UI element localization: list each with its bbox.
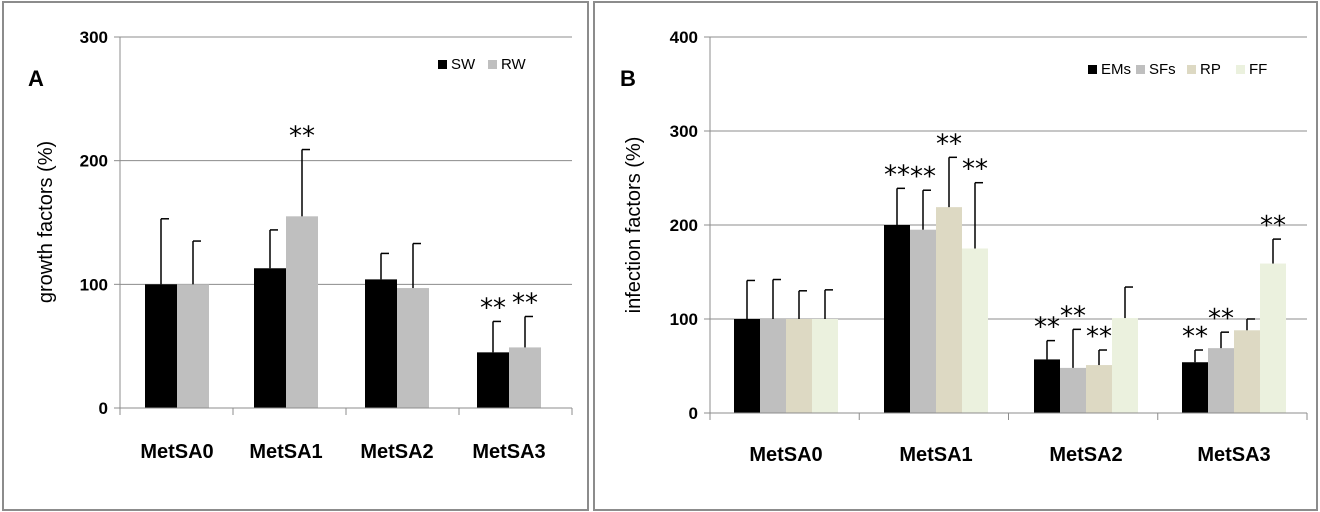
panel-b-legend-swatch-ems [1088,65,1097,74]
panel-b-bar-ff [1260,263,1286,413]
panel-a-category-label: MetSA0 [140,441,213,463]
panel-a-legend-swatch-rw [488,60,497,69]
panel-b-bar-rp [936,207,962,413]
panel-b-legend: EMs SFs RP FF [1088,61,1267,78]
panel-b-y-axis-label: infection factors (%) [623,137,645,314]
panel-a-bar-rw [286,216,318,408]
panel-a-y-tick-label: 100 [80,275,108,294]
panel-b-legend-swatch-rp [1187,65,1196,74]
panel-b-y-tick-label: 0 [689,404,698,423]
panel-a-y-tick-label: 200 [80,152,108,171]
panel-a-chart: A growth factors (%) ****** 0100200300Me… [28,28,573,463]
panel-a-y-tick-label: 300 [80,28,108,47]
panel-b-y-tick-label: 200 [670,216,698,235]
panel-b-bar-rp [1234,330,1260,413]
panel-b-significance-marker: ** [1034,313,1060,343]
panel-a-legend-label-sw: SW [451,56,476,73]
panel-a-category-label: MetSA2 [360,441,433,463]
panel-b-category-label: MetSA2 [1049,444,1122,466]
panel-b-bar-ems [884,225,910,413]
panel-b-chart: B infection factors (%) **** ****** ******… [620,28,1308,466]
panel-b-bar-rp [1086,365,1112,413]
panel-b-bar-rp [786,319,812,413]
panel-b-category-label: MetSA0 [749,444,822,466]
panel-b-y-tick-label: 100 [670,310,698,329]
panel-b-category-label: MetSA1 [899,444,972,466]
panel-b-bar-ems [1034,359,1060,413]
panel-b-significance-marker: ** [1208,304,1234,334]
panel-a-legend: SW RW [438,56,527,73]
panel-b-bar-ff [1112,318,1138,413]
panel-b-bar-sfs [760,319,786,413]
panel-a-significance-marker: ** [289,122,315,152]
panel-b-bar-ff [812,319,838,413]
panel-b-legend-swatch-ff [1236,65,1245,74]
panel-b-legend-label-sfs: SFs [1149,61,1176,78]
panel-a-bar-rw [397,288,429,408]
panel-b-significance-marker: ** [910,162,936,192]
panel-b-bar-sfs [1208,348,1234,413]
panel-a-bar-rw [509,347,541,408]
panel-b-significance-marker: ** [962,155,988,185]
panel-a-bar-sw [365,279,397,408]
panel-b-bar-ems [1182,362,1208,413]
panel-b-legend-label-ems: EMs [1101,61,1131,78]
panel-b-border [593,1,1318,511]
panel-a-bar-sw [254,268,286,408]
panel-b-legend-label-rp: RP [1200,61,1221,78]
panel-b-significance-marker: ** [1086,322,1112,352]
panel-b-category-label: MetSA3 [1197,444,1270,466]
panel-a-significance-marker: ** [480,293,506,323]
panel-b-y-tick-label: 300 [670,122,698,141]
panel-a-category-label: MetSA1 [249,441,322,463]
panel-b-significance-marker: ** [1182,322,1208,352]
panel-b-bar-ems [734,319,760,413]
panel-b-label: B [620,66,636,91]
panel-b-significance-marker: ** [1260,211,1286,241]
panel-b-bar-sfs [910,229,936,413]
panel-a-label: A [28,66,44,91]
panel-a-legend-label-rw: RW [501,56,527,73]
panel-a-category-label: MetSA3 [472,441,545,463]
panel-a-y-tick-label: 0 [99,399,108,418]
panel-b-y-tick-label: 400 [670,28,698,47]
panel-b-legend-swatch-sfs [1136,65,1145,74]
panel-a-bar-sw [477,352,509,408]
panel-a-bar-rw [177,284,209,408]
panel-a-border [2,1,589,511]
panel-b-significance-marker: ** [884,160,910,190]
panel-b-bar-ff [962,248,988,413]
panel-a-legend-swatch-sw [438,60,447,69]
panel-b-bar-sfs [1060,367,1086,413]
panel-a-significance-marker: ** [512,288,538,318]
panel-a-y-axis-label: growth factors (%) [35,141,57,303]
panel-b-legend-label-ff: FF [1249,61,1267,78]
panel-b-significance-marker: ** [936,129,962,159]
panel-a-bar-sw [145,284,177,408]
panel-b-significance-marker: ** [1060,301,1086,331]
